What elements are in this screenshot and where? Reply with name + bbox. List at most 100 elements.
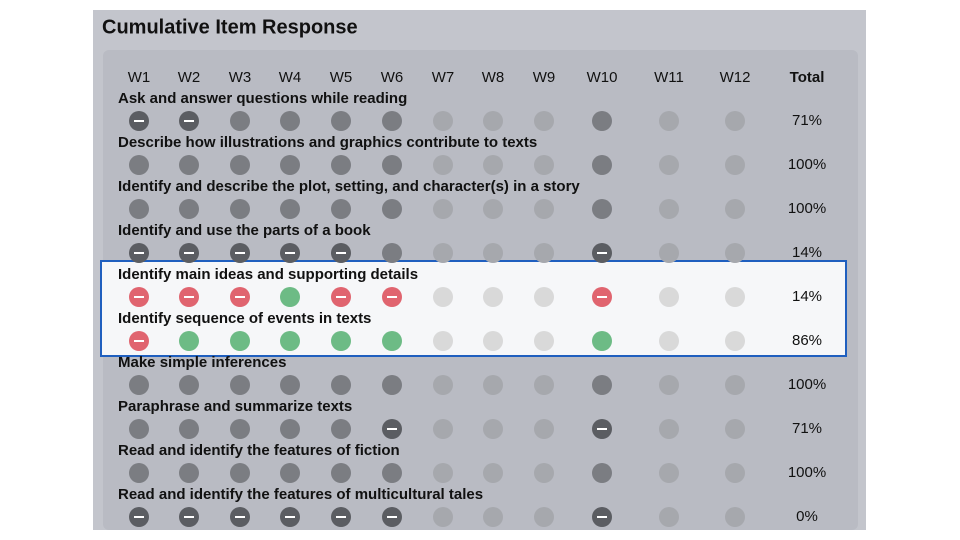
row-total: 71% xyxy=(792,112,822,129)
dot xyxy=(659,507,679,527)
dot-minus xyxy=(184,296,194,298)
dot xyxy=(725,155,745,175)
dot xyxy=(331,331,351,351)
row-total: 14% xyxy=(792,288,822,305)
response-dot xyxy=(592,243,612,263)
dot-minus xyxy=(235,296,245,298)
response-dot xyxy=(659,463,679,483)
row-total: 0% xyxy=(796,508,818,525)
response-dot xyxy=(592,375,612,395)
response-dot xyxy=(331,155,351,175)
skill-label: Read and identify the features of multic… xyxy=(118,486,483,503)
dot-minus xyxy=(387,516,397,518)
dot xyxy=(659,243,679,263)
response-dot xyxy=(725,375,745,395)
response-dot xyxy=(659,331,679,351)
dot xyxy=(592,375,612,395)
dot xyxy=(280,375,300,395)
dot xyxy=(483,155,503,175)
column-header: Total xyxy=(790,69,825,86)
response-dot xyxy=(382,199,402,219)
response-dot xyxy=(331,419,351,439)
dot xyxy=(230,111,250,131)
response-dot xyxy=(592,419,612,439)
dot xyxy=(534,243,554,263)
response-dot xyxy=(382,463,402,483)
dot xyxy=(483,463,503,483)
response-dot xyxy=(433,419,453,439)
dot-minus xyxy=(184,120,194,122)
response-dot xyxy=(280,111,300,131)
dot xyxy=(280,111,300,131)
response-dot xyxy=(433,463,453,483)
dot xyxy=(725,331,745,351)
skill-label: Identify and use the parts of a book xyxy=(118,222,371,239)
dot xyxy=(129,199,149,219)
dot-minus xyxy=(597,516,607,518)
response-dot xyxy=(129,331,149,351)
response-dot xyxy=(659,287,679,307)
panel-title: Cumulative Item Response xyxy=(102,16,358,38)
dot-minus xyxy=(235,252,245,254)
column-header: W8 xyxy=(482,69,505,86)
response-dot xyxy=(230,155,250,175)
dot-minus xyxy=(134,252,144,254)
dot xyxy=(280,287,300,307)
response-dot xyxy=(483,243,503,263)
dot xyxy=(534,111,554,131)
response-dot xyxy=(659,155,679,175)
response-dot xyxy=(129,243,149,263)
dot xyxy=(534,463,554,483)
dot xyxy=(331,419,351,439)
dot xyxy=(534,155,554,175)
dot xyxy=(534,375,554,395)
response-dot xyxy=(382,419,402,439)
response-dot xyxy=(129,287,149,307)
dot-minus xyxy=(285,516,295,518)
response-dot xyxy=(280,243,300,263)
response-dot xyxy=(725,419,745,439)
response-dot xyxy=(592,155,612,175)
dot xyxy=(129,375,149,395)
skill-label: Identify and describe the plot, setting,… xyxy=(118,178,580,195)
dot xyxy=(280,199,300,219)
dot xyxy=(230,375,250,395)
row-total: 86% xyxy=(792,332,822,349)
dot xyxy=(433,243,453,263)
response-dot xyxy=(534,155,554,175)
response-dot xyxy=(230,419,250,439)
dot-minus xyxy=(184,516,194,518)
response-dot xyxy=(433,199,453,219)
dot xyxy=(433,463,453,483)
response-dot xyxy=(280,507,300,527)
dot xyxy=(534,287,554,307)
skill-label: Read and identify the features of fictio… xyxy=(118,442,400,459)
response-dot xyxy=(280,419,300,439)
dot xyxy=(659,331,679,351)
dot-minus xyxy=(597,428,607,430)
dot xyxy=(483,419,503,439)
column-header: W11 xyxy=(654,69,684,86)
column-header: W7 xyxy=(432,69,455,86)
dot xyxy=(659,199,679,219)
response-dot xyxy=(179,199,199,219)
response-dot xyxy=(129,419,149,439)
row-total: 100% xyxy=(788,376,826,393)
dot xyxy=(592,331,612,351)
response-dot xyxy=(433,287,453,307)
response-dot xyxy=(179,507,199,527)
row-total: 100% xyxy=(788,464,826,481)
response-dot xyxy=(433,507,453,527)
response-dot xyxy=(483,287,503,307)
response-dot xyxy=(534,331,554,351)
response-dot xyxy=(129,507,149,527)
dot xyxy=(659,463,679,483)
dot xyxy=(382,111,402,131)
dot xyxy=(331,375,351,395)
response-dot xyxy=(129,199,149,219)
response-dot xyxy=(592,287,612,307)
dot xyxy=(230,155,250,175)
response-dot xyxy=(331,199,351,219)
dot xyxy=(725,419,745,439)
dot xyxy=(179,331,199,351)
